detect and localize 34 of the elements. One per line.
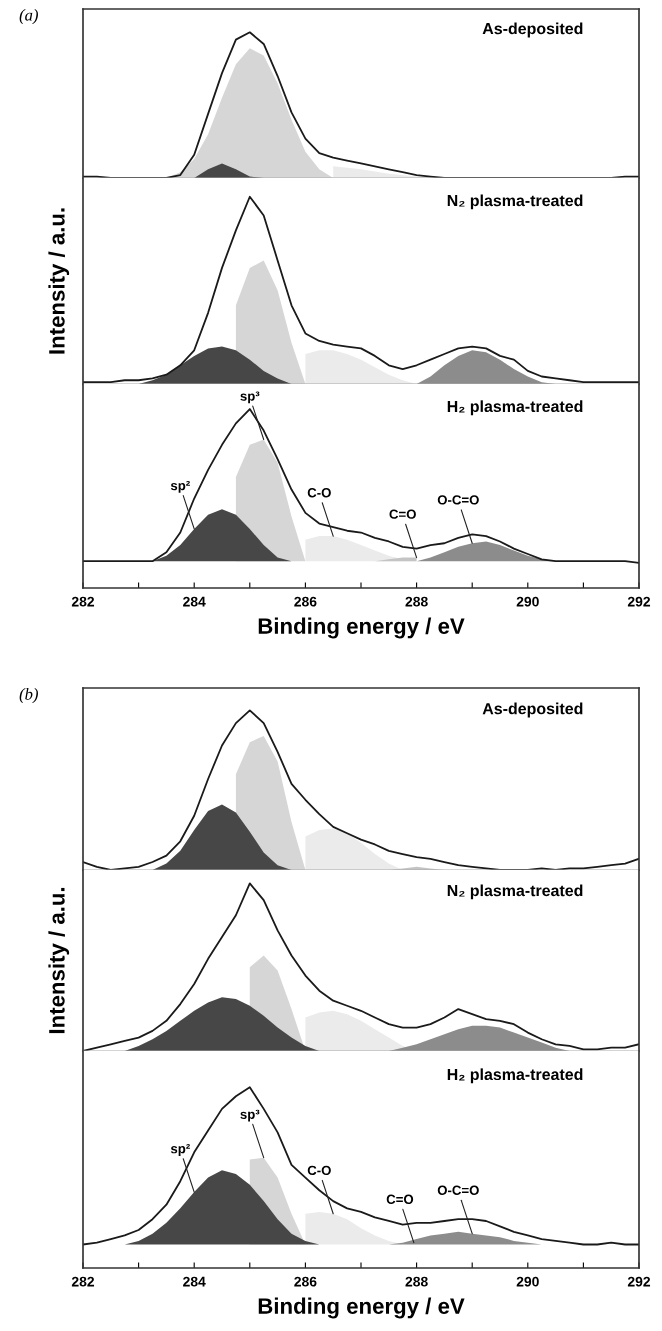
x-axis-title: Binding energy / eV — [258, 617, 465, 639]
x-tick-label: 282 — [71, 1276, 95, 1287]
x-tick-label: 292 — [627, 596, 651, 607]
y-axis-title: Intensity / a.u. — [48, 887, 70, 1034]
chart-title: H₂ plasma-treated — [447, 1068, 583, 1084]
x-tick-label: 286 — [294, 1276, 317, 1287]
annotation: C-O — [307, 1165, 331, 1176]
annotation: C-O — [307, 488, 331, 498]
annotation: sp³ — [240, 1109, 260, 1122]
x-axis-title: Binding energy / eV — [258, 1297, 465, 1319]
x-tick-label: 284 — [183, 596, 206, 607]
annotation: sp³ — [240, 391, 260, 404]
x-tick-label: 288 — [405, 1276, 428, 1287]
x-tick-label: 290 — [516, 1276, 539, 1287]
annotation: O-C=O — [437, 495, 479, 505]
x-tick-label: 282 — [71, 596, 95, 607]
chart-title: H₂ plasma-treated — [447, 400, 583, 416]
x-tick-label: 292 — [627, 1276, 651, 1287]
annotation: C=O — [389, 509, 416, 519]
annotation: O-C=O — [437, 1185, 479, 1195]
annotation: sp² — [170, 480, 190, 493]
chart-title: N₂ plasma-treated — [447, 194, 583, 210]
annotation: sp² — [170, 1144, 190, 1156]
y-axis-title: Intensity / a.u. — [48, 208, 70, 354]
x-tick-label: 286 — [294, 596, 317, 607]
chart-title: As-deposited — [482, 22, 583, 38]
annotation: C=O — [386, 1194, 414, 1204]
text: (b) — [19, 688, 38, 704]
chart-title: N₂ plasma-treated — [447, 884, 583, 900]
x-tick-label: 288 — [405, 596, 428, 607]
chart-title: As-deposited — [482, 702, 583, 718]
x-tick-label: 290 — [516, 596, 539, 607]
text: (a) — [19, 9, 38, 25]
x-tick-label: 284 — [183, 1276, 206, 1287]
